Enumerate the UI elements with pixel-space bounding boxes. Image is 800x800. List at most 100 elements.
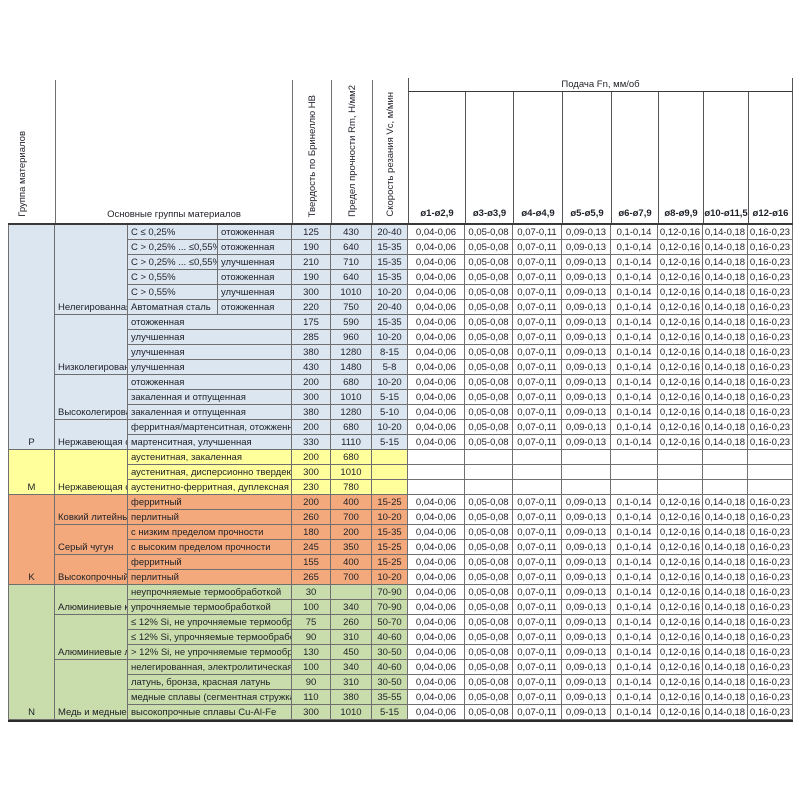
hardness-label: Твердость по Бринеллю HB bbox=[306, 94, 318, 217]
strength-value bbox=[331, 585, 372, 600]
feed-value bbox=[562, 480, 611, 495]
strength-value: 1110 bbox=[331, 435, 372, 450]
feed-value: 0,07-0,11 bbox=[513, 255, 562, 270]
feed-value: 0,05-0,08 bbox=[465, 495, 513, 510]
feed-value: 0,07-0,11 bbox=[513, 225, 562, 240]
feed-value: 0,07-0,11 bbox=[513, 540, 562, 555]
feed-value: 0,09-0,13 bbox=[562, 495, 611, 510]
hardness-value: 200 bbox=[292, 450, 331, 465]
feed-value: 0,09-0,13 bbox=[562, 645, 611, 660]
strength-value: 700 bbox=[331, 570, 372, 585]
feed-value: 0,04-0,06 bbox=[408, 495, 465, 510]
speed-value: 10-20 bbox=[372, 285, 408, 300]
feed-value bbox=[658, 480, 703, 495]
diameter-col-header: ø1-ø2,9 bbox=[408, 92, 465, 223]
feed-value: 0,07-0,11 bbox=[513, 270, 562, 285]
feed-value: 0,16-0,23 bbox=[748, 360, 793, 375]
feed-value: 0,12-0,16 bbox=[658, 570, 703, 585]
feed-value: 0,1-0,14 bbox=[611, 405, 658, 420]
feed-value: 0,04-0,06 bbox=[408, 390, 465, 405]
feed-value: 0,09-0,13 bbox=[562, 285, 611, 300]
feed-value: 0,1-0,14 bbox=[611, 645, 658, 660]
feed-value: 0,14-0,18 bbox=[703, 285, 748, 300]
feed-title-label: Подача Fn, мм/об bbox=[561, 79, 640, 90]
hardness-value: 130 bbox=[292, 645, 331, 660]
feed-value: 0,05-0,08 bbox=[465, 240, 513, 255]
feed-value: 0,09-0,13 bbox=[562, 585, 611, 600]
feed-value: 0,07-0,11 bbox=[513, 660, 562, 675]
hardness-value: 300 bbox=[292, 285, 331, 300]
feed-value: 0,14-0,18 bbox=[703, 630, 748, 645]
feed-value: 0,1-0,14 bbox=[611, 675, 658, 690]
material-state: отожженная bbox=[218, 225, 292, 240]
strength-value: 400 bbox=[331, 555, 372, 570]
material-type: закаленная и отпущенная bbox=[128, 390, 292, 405]
subgroup-label: Серый чугун bbox=[55, 525, 128, 555]
feed-value: 0,05-0,08 bbox=[465, 225, 513, 240]
feed-value: 0,16-0,23 bbox=[748, 510, 793, 525]
feed-value: 0,12-0,16 bbox=[658, 645, 703, 660]
speed-value bbox=[372, 480, 408, 495]
feed-value: 0,09-0,13 bbox=[562, 330, 611, 345]
feed-value: 0,16-0,23 bbox=[748, 675, 793, 690]
speed-value: 8-15 bbox=[372, 345, 408, 360]
feed-value: 0,14-0,18 bbox=[703, 300, 748, 315]
feed-value: 0,07-0,11 bbox=[513, 615, 562, 630]
feed-value: 0,16-0,23 bbox=[748, 240, 793, 255]
feed-value: 0,09-0,13 bbox=[562, 555, 611, 570]
feed-value: 0,14-0,18 bbox=[703, 225, 748, 240]
speed-value: 10-20 bbox=[372, 375, 408, 390]
feed-value: 0,07-0,11 bbox=[513, 600, 562, 615]
feed-value: 0,1-0,14 bbox=[611, 660, 658, 675]
material-type: улучшенная bbox=[128, 345, 292, 360]
hardness-value: 300 bbox=[292, 390, 331, 405]
subgroup-label: Низколегированн bbox=[55, 315, 128, 375]
feed-value: 0,12-0,16 bbox=[658, 615, 703, 630]
hardness-value: 430 bbox=[292, 360, 331, 375]
strength-value: 400 bbox=[331, 495, 372, 510]
feed-value: 0,14-0,18 bbox=[703, 330, 748, 345]
feed-value: 0,05-0,08 bbox=[465, 420, 513, 435]
feed-value: 0,07-0,11 bbox=[513, 435, 562, 450]
diameter-col-header: ø8-ø9,9 bbox=[658, 92, 703, 223]
material-type: ферритный bbox=[128, 555, 292, 570]
feed-value: 0,04-0,06 bbox=[408, 420, 465, 435]
feed-value: 0,05-0,08 bbox=[465, 630, 513, 645]
material-type: медные сплавы (сегментная стружка) bbox=[128, 690, 292, 705]
feed-value: 0,16-0,23 bbox=[748, 585, 793, 600]
material-type: C > 0,25% ... ≤0,55% bbox=[128, 255, 218, 270]
feed-value: 0,07-0,11 bbox=[513, 555, 562, 570]
feed-value: 0,05-0,08 bbox=[465, 690, 513, 705]
feed-value: 0,16-0,23 bbox=[748, 570, 793, 585]
subgroup-label: Медь и медные с bbox=[55, 660, 128, 720]
strength-value: 750 bbox=[331, 300, 372, 315]
feed-value: 0,1-0,14 bbox=[611, 420, 658, 435]
feed-value bbox=[611, 480, 658, 495]
strength-value: 450 bbox=[331, 645, 372, 660]
hardness-value: 190 bbox=[292, 270, 331, 285]
feed-value: 0,07-0,11 bbox=[513, 240, 562, 255]
material-type: аустенитно-ферритная, дуплексная bbox=[128, 480, 292, 495]
feed-value: 0,04-0,06 bbox=[408, 540, 465, 555]
feed-value: 0,1-0,14 bbox=[611, 360, 658, 375]
feed-value: 0,1-0,14 bbox=[611, 240, 658, 255]
feed-value: 0,12-0,16 bbox=[658, 390, 703, 405]
feed-value: 0,09-0,13 bbox=[562, 300, 611, 315]
material-type: ≤ 12% Si, не упрочняемые термообработкой bbox=[128, 615, 292, 630]
strength-value: 1010 bbox=[331, 285, 372, 300]
feed-value: 0,14-0,18 bbox=[703, 540, 748, 555]
feed-value bbox=[408, 450, 465, 465]
feed-value: 0,14-0,18 bbox=[703, 585, 748, 600]
material-type: закаленная и отпущенная bbox=[128, 405, 292, 420]
speed-value: 15-35 bbox=[372, 525, 408, 540]
feed-value: 0,16-0,23 bbox=[748, 495, 793, 510]
feed-value: 0,1-0,14 bbox=[611, 525, 658, 540]
feed-value: 0,04-0,06 bbox=[408, 315, 465, 330]
feed-value: 0,1-0,14 bbox=[611, 630, 658, 645]
hardness-value: 210 bbox=[292, 255, 331, 270]
feed-value: 0,04-0,06 bbox=[408, 690, 465, 705]
feed-value: 0,09-0,13 bbox=[562, 435, 611, 450]
material-state: улучшенная bbox=[218, 255, 292, 270]
strength-value: 590 bbox=[331, 315, 372, 330]
feed-value: 0,05-0,08 bbox=[465, 540, 513, 555]
